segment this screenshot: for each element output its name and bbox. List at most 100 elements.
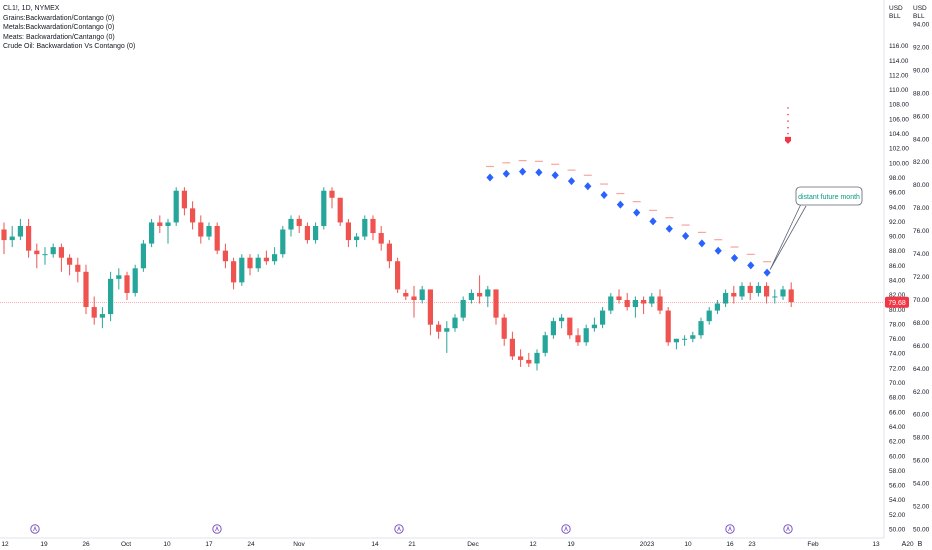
- candle-body: [362, 218, 368, 237]
- candle-body: [632, 300, 638, 308]
- candle-body: [706, 310, 712, 322]
- futures-diamond: [665, 224, 673, 233]
- candle: [632, 296, 638, 318]
- candle-body: [83, 271, 89, 308]
- footer-a: A: [902, 541, 907, 548]
- futures-diamond: [600, 191, 608, 200]
- x-tick-label: Oct: [121, 541, 131, 548]
- candle-body: [198, 222, 204, 237]
- candle: [370, 215, 376, 241]
- candle-body: [386, 243, 392, 262]
- candle-body: [780, 289, 786, 297]
- candle-body: [518, 356, 524, 360]
- candle: [99, 307, 105, 329]
- candle-body: [58, 247, 64, 258]
- candle: [124, 271, 130, 300]
- futures-diamond: [502, 169, 510, 178]
- y-left-tick-label: 60.00: [889, 453, 906, 460]
- x-tick-label: 14: [371, 541, 379, 548]
- candle: [764, 282, 770, 304]
- candle: [329, 187, 335, 209]
- candle: [444, 321, 450, 353]
- candle-body: [772, 296, 778, 298]
- futures-red-dot: [787, 120, 789, 122]
- y-left-tick-label: 72.00: [889, 365, 906, 372]
- candle-body: [370, 218, 376, 234]
- candle-body: [157, 222, 163, 226]
- y-right-tick-label: 94.00: [913, 22, 930, 29]
- candle-body: [739, 285, 745, 297]
- indicator-metals: Metals:Backwardation/Contango (0): [3, 24, 115, 32]
- candle: [198, 215, 204, 244]
- candle: [788, 282, 794, 308]
- y-right-tick-label: 64.00: [913, 366, 930, 373]
- x-tick-label: 10: [684, 541, 692, 548]
- candle: [665, 307, 671, 346]
- candle-body: [616, 296, 622, 300]
- annotation-box: [795, 186, 863, 206]
- x-tick-label: 13: [872, 541, 880, 548]
- candle: [698, 317, 704, 339]
- candle: [116, 268, 122, 290]
- candle: [214, 222, 220, 255]
- candle: [231, 257, 237, 290]
- candle-body: [26, 225, 32, 251]
- candle: [337, 197, 343, 226]
- y-right-tick-label: 74.00: [913, 251, 930, 258]
- candle: [50, 243, 56, 258]
- candle-body: [329, 190, 335, 198]
- candle-body: [75, 264, 81, 272]
- event-marker: [783, 524, 793, 534]
- candle-body: [181, 190, 187, 209]
- candle: [682, 335, 688, 346]
- candle-body: [190, 208, 196, 223]
- x-tick-label: 26: [82, 541, 90, 548]
- candle: [157, 215, 163, 234]
- last-price-badge: [885, 296, 909, 308]
- x-tick-label: 16: [726, 541, 734, 548]
- candle-body: [468, 292, 474, 300]
- candle-body: [231, 261, 237, 283]
- candle: [411, 285, 417, 318]
- y-left-tick-label: 94.00: [889, 204, 906, 211]
- futures-diamond: [747, 261, 755, 270]
- x-tick-label: Nov: [293, 541, 305, 548]
- candle-body: [345, 222, 351, 241]
- y-right-tick-label: 66.00: [913, 343, 930, 350]
- candle-body: [493, 289, 499, 318]
- candle-body: [140, 243, 146, 269]
- candle: [83, 264, 89, 315]
- candle-body: [411, 296, 417, 300]
- y-right-tick-label: 62.00: [913, 389, 930, 396]
- y-left-tick-label: 54.00: [889, 497, 906, 504]
- futures-diamond: [616, 200, 624, 209]
- candle: [239, 254, 245, 286]
- candle-body: [526, 359, 532, 364]
- candle-body: [132, 268, 138, 293]
- candle: [518, 349, 524, 367]
- futures-diamond: [584, 182, 592, 191]
- y-left-tick-label: 66.00: [889, 409, 906, 416]
- candle: [731, 285, 737, 304]
- candle-body: [222, 250, 228, 262]
- event-marker-glyph: [397, 525, 401, 532]
- candle: [173, 187, 179, 226]
- candle-body: [149, 222, 155, 244]
- event-marker-glyph: [33, 525, 37, 532]
- candle: [190, 201, 196, 230]
- annotation-text: distant future month: [798, 194, 860, 201]
- futures-diamond: [698, 239, 706, 248]
- candle-body: [395, 261, 401, 290]
- candle-body: [673, 338, 679, 343]
- y-right-tick-label: 58.00: [913, 435, 930, 442]
- candle: [288, 215, 294, 237]
- x-tick-label: 10: [163, 541, 171, 548]
- candle: [26, 218, 32, 258]
- candle-body: [263, 257, 269, 262]
- y-right-tick-label: 76.00: [913, 228, 930, 235]
- candle-body: [444, 328, 450, 332]
- candle: [17, 218, 23, 241]
- futures-diamond: [714, 246, 722, 255]
- event-marker: [725, 524, 735, 534]
